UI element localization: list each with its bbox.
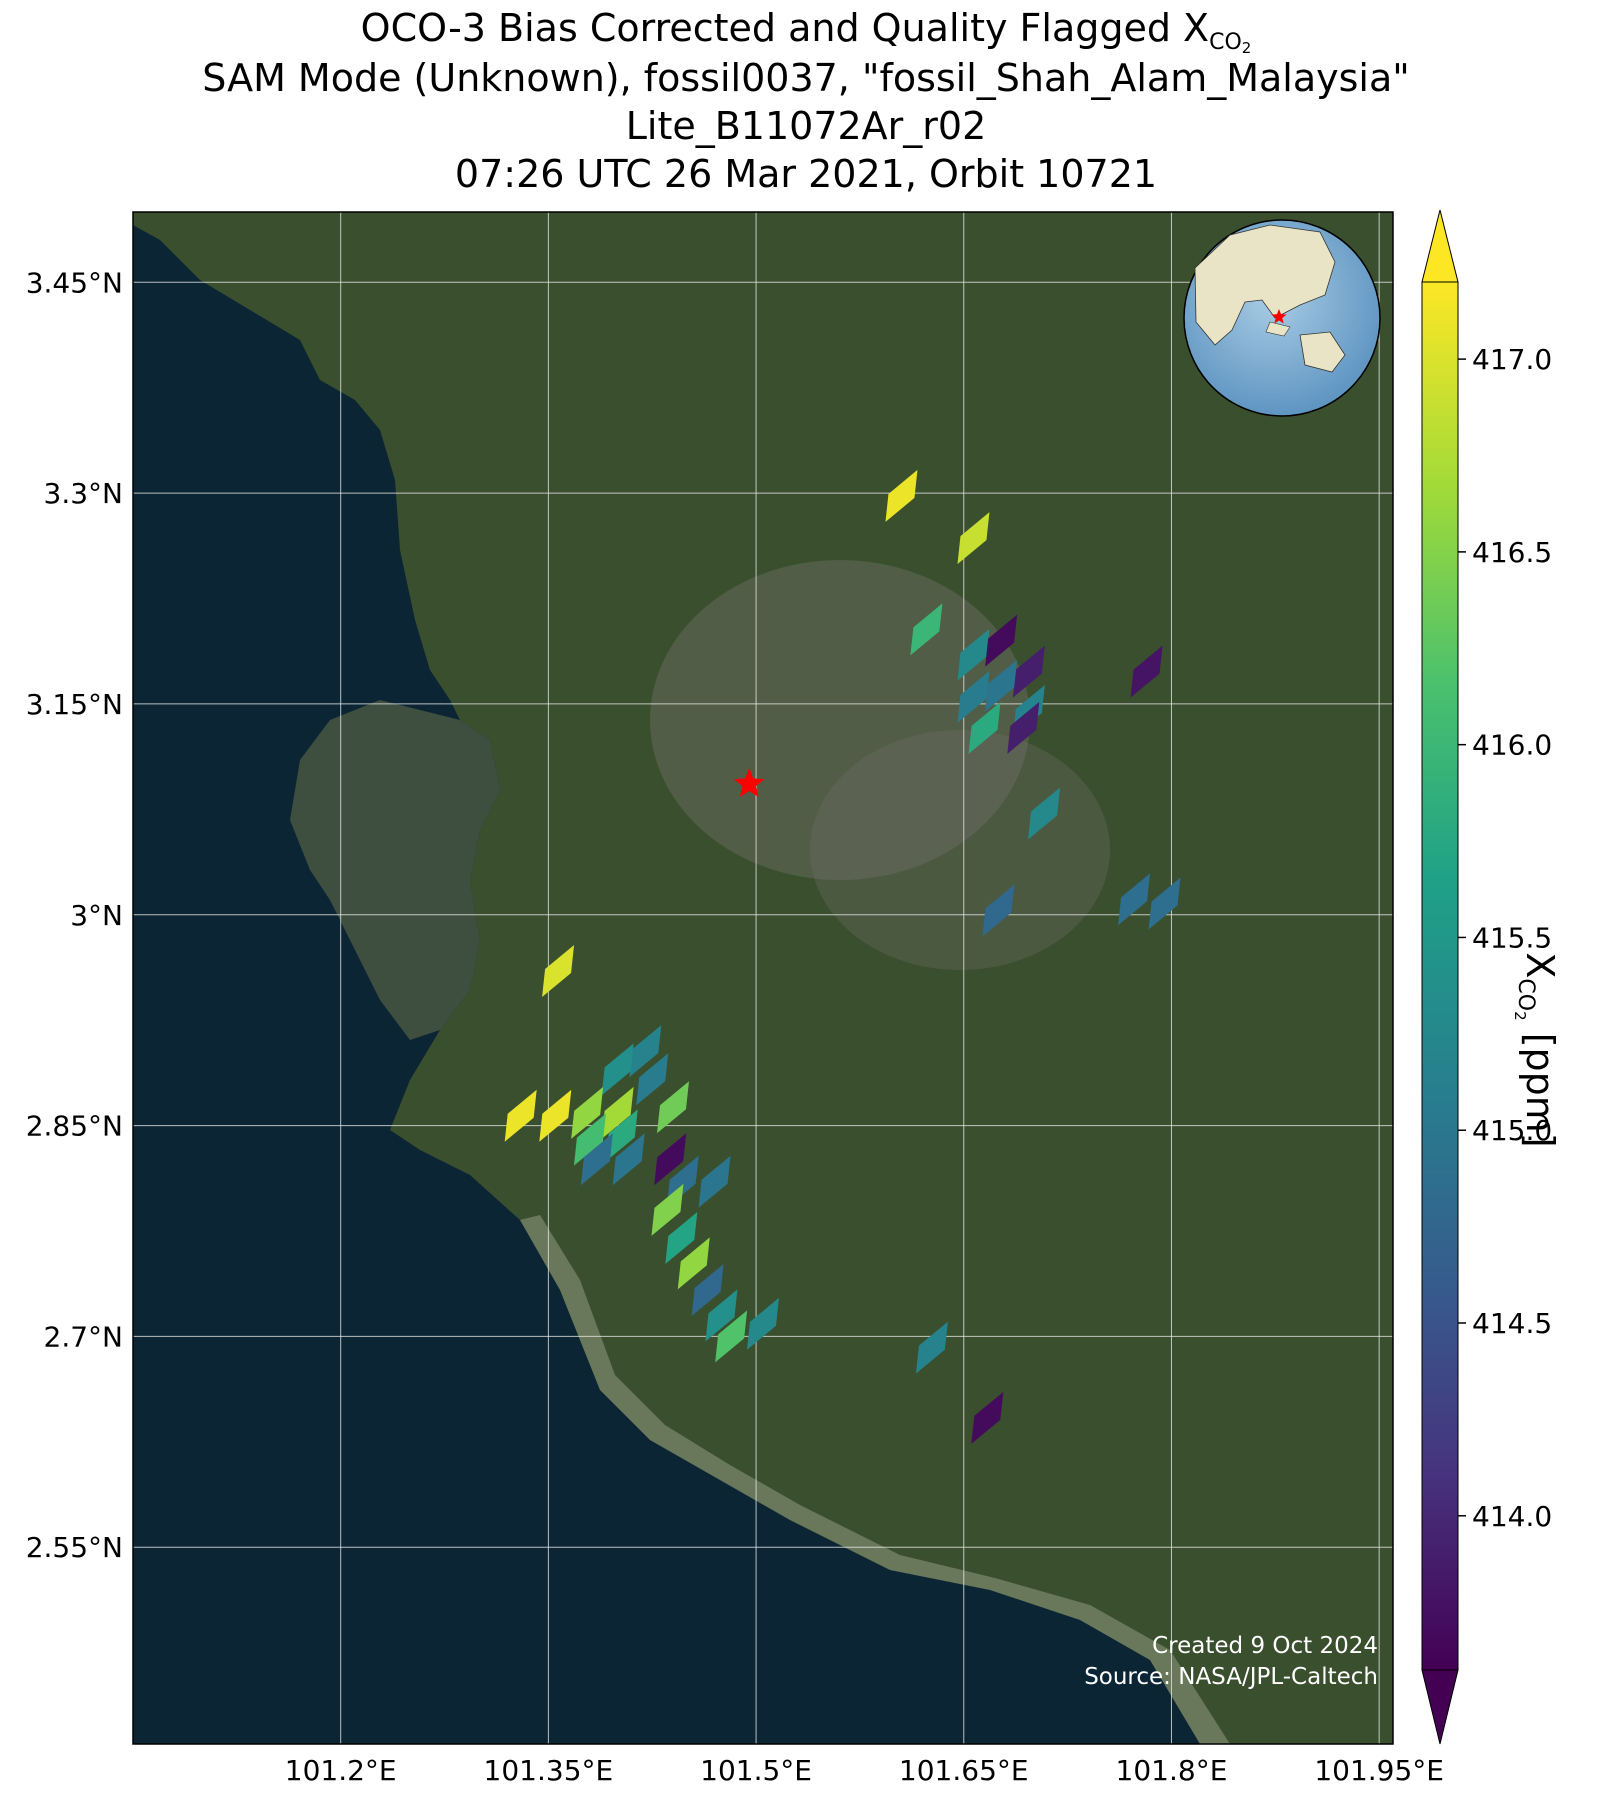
- sounding-footprint: [957, 512, 990, 565]
- sounding-footprint: [601, 1043, 634, 1096]
- lon-tick-label: 101.8°E: [1116, 1754, 1228, 1787]
- sounding-footprint: [698, 1155, 731, 1208]
- sounding-footprint: [504, 1089, 537, 1142]
- sounding-footprint: [910, 603, 943, 656]
- sounding-footprint: [1130, 645, 1163, 698]
- latitude-tick-labels: 3.45°N 3.3°N 3.15°N 3°N 2.85°N 2.7°N 2.55°N: [26, 266, 123, 1564]
- sounding-footprint: [657, 1081, 689, 1134]
- lat-tick-label: 2.7°N: [44, 1320, 123, 1353]
- lon-tick-label: 101.95°E: [1314, 1754, 1444, 1787]
- sounding-footprint: [612, 1133, 645, 1186]
- sounding-footprint: [715, 1310, 748, 1363]
- colorbar-tick-label: 417.0: [1472, 343, 1552, 376]
- colorbar-extend-low: [1421, 1669, 1459, 1745]
- title-line-2: SAM Mode (Unknown), fossil0037, "fossil_…: [202, 56, 1410, 100]
- land-area: [133, 212, 1393, 1744]
- sounding-footprint: [1012, 645, 1045, 698]
- lon-tick-label: 101.65°E: [899, 1754, 1029, 1787]
- sounding-footprint: [968, 701, 1001, 754]
- sounding-footprint: [985, 659, 1018, 712]
- title-line-3: Lite_B11072Ar_r02: [625, 104, 987, 148]
- lon-tick-label: 101.35°E: [484, 1754, 614, 1787]
- colorbar-gradient: [1421, 281, 1459, 1671]
- colorbar-tick-label: 414.5: [1472, 1307, 1552, 1340]
- colorbar-tick-label: 415.5: [1472, 921, 1552, 954]
- lat-tick-label: 2.85°N: [26, 1110, 123, 1143]
- colorbar: 414.0 414.5 415.0 415.5 416.0 416.5 417.0: [1421, 209, 1552, 1745]
- sounding-footprint: [1028, 787, 1061, 840]
- sounding-footprint: [1118, 873, 1151, 926]
- sounding-footprint: [747, 1297, 779, 1350]
- sounding-footprint: [665, 1212, 698, 1265]
- sounding-footprint: [691, 1264, 724, 1317]
- colorbar-title: XCO2 [ppm]: [1511, 952, 1562, 1148]
- colorbar-tick-label: 416.0: [1472, 729, 1552, 762]
- lon-tick-label: 101.5°E: [700, 1754, 812, 1787]
- colorbar-tick-label: 415.0: [1472, 1114, 1552, 1147]
- target-star-marker: [733, 768, 765, 797]
- lat-tick-label: 2.55°N: [26, 1531, 123, 1564]
- sounding-footprint: [957, 670, 990, 723]
- estuary-islands: [290, 700, 500, 1040]
- sounding-footprint: [915, 1321, 948, 1374]
- lat-tick-label: 3°N: [70, 899, 123, 932]
- colorbar-tick-label: 414.0: [1472, 1500, 1552, 1533]
- title-line-4: 07:26 UTC 26 Mar 2021, Orbit 10721: [454, 152, 1158, 196]
- globe-islands: [1265, 321, 1291, 337]
- sounding-footprint: [985, 614, 1018, 667]
- sounding-footprint: [705, 1289, 738, 1342]
- colorbar-tick-label: 416.5: [1472, 536, 1552, 569]
- colorbar-ticks: 414.0 414.5 415.0 415.5 416.0 416.5 417.0: [1458, 343, 1552, 1533]
- sounding-footprint: [571, 1086, 604, 1139]
- map-area: Created 9 Oct 2024 Source: NASA/JPL-Calt…: [133, 212, 1393, 1744]
- urban-area-east: [810, 730, 1110, 970]
- sounding-footprint: [636, 1053, 669, 1106]
- sounding-footprint: [971, 1391, 1004, 1444]
- lat-tick-label: 3.3°N: [44, 477, 123, 510]
- lat-tick-label: 3.15°N: [26, 688, 123, 721]
- lat-tick-label: 3.45°N: [26, 266, 123, 299]
- inset-globe: [1183, 219, 1381, 417]
- globe-star-marker: [1271, 309, 1287, 324]
- sounding-footprint: [629, 1025, 662, 1078]
- sounding-footprint: [1007, 701, 1040, 754]
- sounding-footprint: [601, 1086, 634, 1139]
- map-frame: [132, 211, 1394, 1745]
- urban-area: [650, 560, 1030, 880]
- lon-tick-label: 101.2°E: [285, 1754, 397, 1787]
- sounding-footprint: [605, 1109, 638, 1162]
- colorbar-extend-high: [1421, 209, 1459, 283]
- sounding-footprint: [885, 469, 918, 522]
- sounding-footprint: [957, 628, 990, 681]
- title-line-1: OCO-3 Bias Corrected and Quality Flagged…: [360, 6, 1252, 57]
- sounding-footprint: [539, 1089, 572, 1142]
- sounding-footprint: [677, 1237, 710, 1290]
- sounding-footprint: [651, 1183, 684, 1236]
- credit-created: Created 9 Oct 2024: [1152, 1633, 1378, 1659]
- globe-asia: [1194, 224, 1336, 346]
- sounding-footprint: [982, 884, 1015, 937]
- credit-source: Source: NASA/JPL-Caltech: [1084, 1664, 1378, 1690]
- globe-australia: [1299, 331, 1346, 373]
- sounding-footprint: [580, 1133, 613, 1186]
- sounding-footprint: [542, 944, 575, 997]
- sounding-layer: [504, 469, 1181, 1444]
- sounding-footprint: [573, 1113, 606, 1166]
- longitude-tick-labels: 101.2°E 101.35°E 101.5°E 101.65°E 101.8°E 101…: [285, 1754, 1444, 1787]
- sounding-footprint: [654, 1133, 687, 1186]
- sounding-footprint: [1148, 877, 1181, 930]
